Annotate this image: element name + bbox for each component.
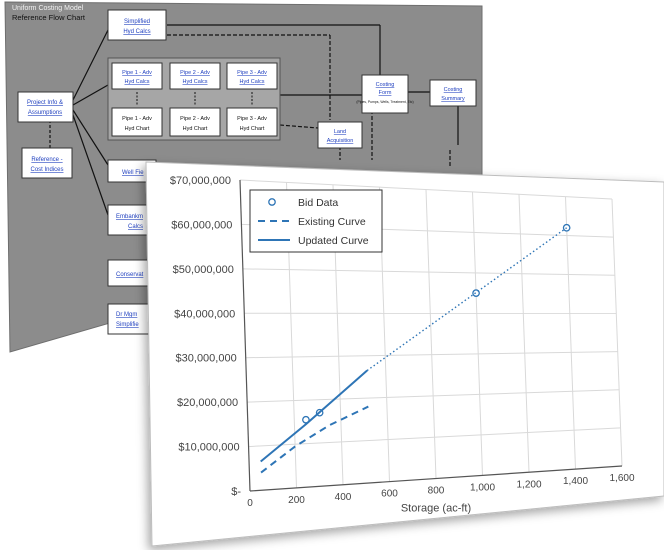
pipe-arrows [136,92,253,105]
y-tick-label: $20,000,000 [177,397,238,409]
flow-box-note: (Pipes, Pumps, Wells, Treatment, Etc) [356,100,413,104]
updated-curve-line [260,369,368,463]
grid-line-vertical [565,196,576,470]
flow-box-label: Hyd Calcs [182,79,207,85]
grid-line-vertical [425,189,437,479]
x-tick-label: 1,400 [563,476,588,487]
x-tick-label: 1,600 [609,473,634,484]
x-tick-label: 200 [288,495,305,506]
flow-box-label: Hyd Calcs [124,79,149,85]
flow-box-label: Form [379,90,392,96]
existing-curve-line [260,405,369,474]
flow-box-costing-summary[interactable]: Costing Summary [429,79,477,107]
x-tick-label: 1,200 [516,479,541,490]
flow-box-simplified[interactable]: Simplified Hyd Calcs [107,9,167,41]
legend-label: Updated Curve [298,235,369,247]
grid-line-horizontal [248,427,621,448]
flow-box-label: Calcs [128,224,143,230]
flow-box-label: Simplifie [116,322,139,328]
y-tick-label: $40,000,000 [174,308,235,320]
flow-box-label: Well Fie [122,170,144,176]
x-axis [249,465,623,492]
flow-box-costing-form[interactable]: Costing Form (Pipes, Pumps, Wells, Treat… [356,74,414,114]
flow-box-pipe3-chart[interactable]: Pipe 3 - Adv Hyd Chart [226,107,278,137]
y-tick-label: $60,000,000 [171,219,232,231]
x-tick-label: 800 [428,486,445,497]
chart-plot: 0 200 400 600 800 1,000 1,200 1,400 1,600 $- $10,0… [170,175,635,515]
y-axis [239,179,251,492]
y-tick-label: $30,000,000 [176,353,237,365]
flow-box-label: Hyd Chart [125,126,150,132]
bid-data-point [472,289,480,297]
flow-box-project-info[interactable]: Project Info & Assumptions [17,91,74,123]
flow-box-pipe2-calcs[interactable]: Pipe 2 - Adv Hyd Calcs [169,62,221,90]
flow-box-pipe1-calcs[interactable]: Pipe 1 - Adv Hyd Calcs [111,62,163,90]
flow-box-label: Dr Mgm [116,312,137,318]
x-tick-label: 1,000 [470,482,495,493]
flow-box-label: Pipe 3 - Adv [237,116,267,122]
x-tick-label: 400 [335,492,352,503]
flow-box-pipe3-calcs[interactable]: Pipe 3 - Adv Hyd Calcs [226,62,278,90]
flow-box-label: Reference - [31,157,62,163]
flow-connectors [49,24,459,216]
flow-box-well-field[interactable]: Well Fie [107,159,157,183]
flow-box-pipe1-chart[interactable]: Pipe 1 - Adv Hyd Chart [111,107,163,137]
flow-box-label: Summary [441,96,465,102]
legend-label: Bid Data [298,197,338,209]
y-tick-label: $10,000,000 [178,442,239,454]
flow-title: Uniform Costing Model [12,5,84,12]
flow-box-label: Simplified [124,19,150,25]
legend-label: Existing Curve [298,216,366,228]
grid-line-vertical [611,198,623,467]
flow-box-label: Hyd Chart [183,126,208,132]
flow-box-label: Hyd Calcs [123,29,150,35]
flow-box-pipe2-chart[interactable]: Pipe 2 - Adv Hyd Chart [169,107,221,137]
flow-box-label: Pipe 2 - Adv [180,116,210,122]
grid-line-horizontal [242,268,615,276]
flow-box-label: Hyd Calcs [239,79,264,85]
flow-box-label: Cost Indices [30,167,63,173]
y-tick-label: $- [231,486,241,498]
flow-box-land-acquisition[interactable]: Land Acquisition [317,121,363,149]
grid-line-horizontal [239,179,613,200]
flow-box-label: Pipe 1 - Adv [122,116,152,122]
flow-box-label: Conservat [116,272,144,278]
x-axis-label: Storage (ac-ft) [401,503,471,515]
legend-marker-bid-data [268,198,276,206]
flow-box-label: Land [334,129,346,135]
flow-box-reference[interactable]: Reference - Cost Indices [21,147,73,179]
y-tick-label: $70,000,000 [170,175,231,187]
flow-box-label: Acquisition [327,138,354,144]
flow-box-label: Embankm [116,214,143,220]
grid-line-horizontal [247,389,620,403]
flow-box-label: Costing [376,82,395,88]
flow-box-label: Pipe 3 - Adv [237,70,267,76]
flow-box-label: Hyd Chart [240,126,265,132]
flow-subtitle: Reference Flow Chart [12,13,86,22]
x-tick-label: 600 [381,489,398,500]
grid-line-vertical [518,194,530,473]
flow-box-label: Pipe 2 - Adv [180,70,210,76]
grid-line-horizontal [245,351,618,359]
flow-box-label: Pipe 1 - Adv [122,70,152,76]
flow-box-label: Assumptions [28,110,62,116]
flow-box-label: Project Info & [27,100,63,106]
grid-line-vertical [472,191,483,476]
updated-curve-extension [366,227,568,372]
x-tick-label: 0 [247,498,253,509]
y-tick-label: $50,000,000 [173,264,234,276]
flow-box-label: Costing [444,87,463,93]
